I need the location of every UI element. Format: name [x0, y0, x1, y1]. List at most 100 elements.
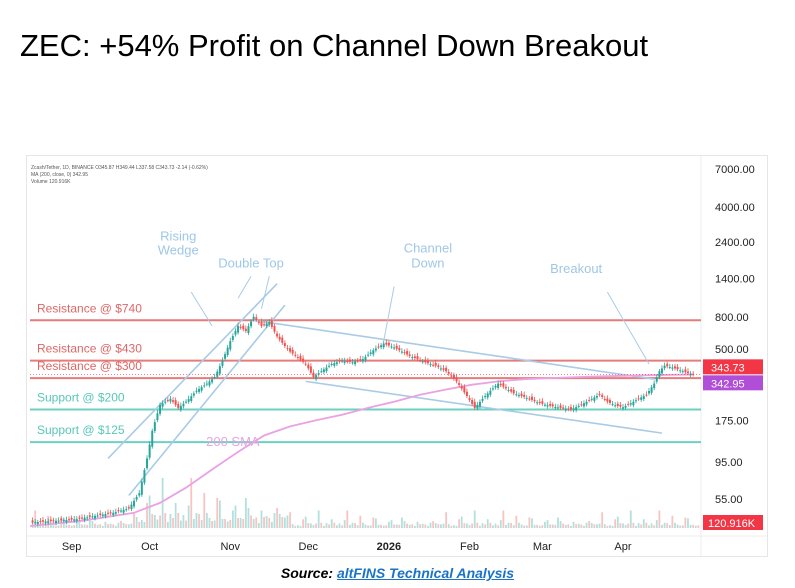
volume-bar [567, 524, 570, 528]
candle-body [276, 333, 279, 337]
y-tick-label: 7000.00 [715, 164, 755, 176]
candle-body [203, 385, 206, 387]
volume-bar [317, 510, 320, 528]
volume-bar [624, 525, 627, 528]
volume-bar [44, 525, 47, 528]
volume-bar [133, 512, 135, 528]
annotation-pointer [260, 276, 270, 309]
volume-bar [268, 518, 271, 528]
candle-body [666, 363, 669, 367]
volume-bar [299, 525, 302, 528]
candle-body [138, 493, 141, 496]
volume-bar [213, 520, 216, 528]
candle-body [577, 405, 580, 407]
candle-body [164, 401, 167, 403]
volume-bar [458, 519, 461, 528]
y-tick-label: 55.00 [715, 494, 743, 506]
volume-bar [684, 517, 687, 528]
volume-bar [515, 515, 518, 528]
volume-bar [629, 510, 632, 528]
volume-bar [146, 503, 148, 528]
candle-body [205, 383, 208, 385]
volume-bar [437, 524, 440, 528]
candle-body [208, 381, 211, 386]
candle-body [198, 388, 201, 392]
candle-body [140, 481, 143, 495]
volume-bar [70, 525, 73, 528]
annotation-label: Breakout [550, 261, 602, 276]
candle-body [424, 359, 427, 363]
candle-body [569, 407, 572, 410]
volume-bar [406, 523, 409, 528]
candle-body [213, 377, 216, 379]
candle-body [234, 330, 237, 335]
level-label: Resistance @ $300 [37, 359, 142, 373]
candle-body [86, 517, 89, 519]
candle-body [361, 359, 364, 362]
volume-bar [518, 522, 520, 528]
volume-bar [442, 523, 445, 528]
candle-body [416, 356, 419, 360]
candle-body [112, 512, 115, 515]
candle-body [567, 408, 570, 410]
trendline-wedge-lower [128, 304, 286, 497]
volume-bar [536, 524, 539, 528]
candle-body [281, 337, 284, 343]
volume-bar [614, 519, 617, 528]
volume-bar [88, 517, 91, 528]
candle-body [172, 400, 175, 402]
candle-body [523, 394, 526, 397]
volume-bar [505, 524, 507, 528]
candle-body [663, 365, 666, 369]
candle-body [255, 317, 258, 320]
ma-badge: 342.95 [711, 378, 745, 390]
candle-body [595, 396, 598, 398]
volume-bar [359, 515, 362, 528]
volume-bar [598, 523, 601, 528]
volume-bar [73, 525, 76, 528]
candle-body [65, 519, 68, 523]
volume-bar [551, 524, 554, 528]
volume-bar [96, 524, 99, 528]
candle-body [289, 348, 292, 352]
volume-bar [395, 524, 398, 528]
candle-body [377, 346, 380, 348]
volume-bar [203, 493, 206, 528]
volume-bar [658, 510, 661, 528]
candle-body [315, 375, 318, 380]
volume-bar [554, 524, 557, 528]
volume-bar [655, 520, 658, 528]
candle-body [673, 366, 676, 369]
level-label: Support @ $200 [37, 391, 125, 405]
volume-bar [603, 524, 606, 528]
y-tick-label: 500.00 [715, 344, 749, 356]
volume-bar [309, 523, 312, 528]
candle-body [49, 519, 52, 522]
volume-bar [538, 525, 541, 528]
volume-bar [583, 525, 585, 528]
source-prefix: Source [280, 565, 329, 581]
candle-body [679, 370, 682, 372]
candle-body [185, 401, 188, 403]
candle-body [122, 509, 125, 513]
volume-bar [216, 498, 219, 528]
candle-body [265, 323, 268, 327]
candle-body [263, 324, 266, 326]
candle-body [671, 367, 674, 369]
volume-bar [315, 523, 317, 528]
volume-bar [192, 519, 195, 528]
source-link[interactable]: altFINS Technical Analysis [336, 565, 515, 581]
volume-bar [237, 518, 239, 528]
volume-bar [252, 519, 255, 528]
candle-body [686, 371, 689, 374]
candle-body [640, 397, 643, 400]
candle-body [127, 507, 130, 509]
candle-body [455, 377, 458, 382]
volume-bar [611, 525, 614, 528]
page-title: ZEC: +54% Profit on Channel Down Breakou… [20, 28, 649, 63]
candle-body [359, 359, 362, 361]
volume-bar [440, 524, 442, 528]
candle-body [239, 326, 242, 328]
candle-body [166, 400, 169, 402]
candle-body [299, 355, 302, 360]
